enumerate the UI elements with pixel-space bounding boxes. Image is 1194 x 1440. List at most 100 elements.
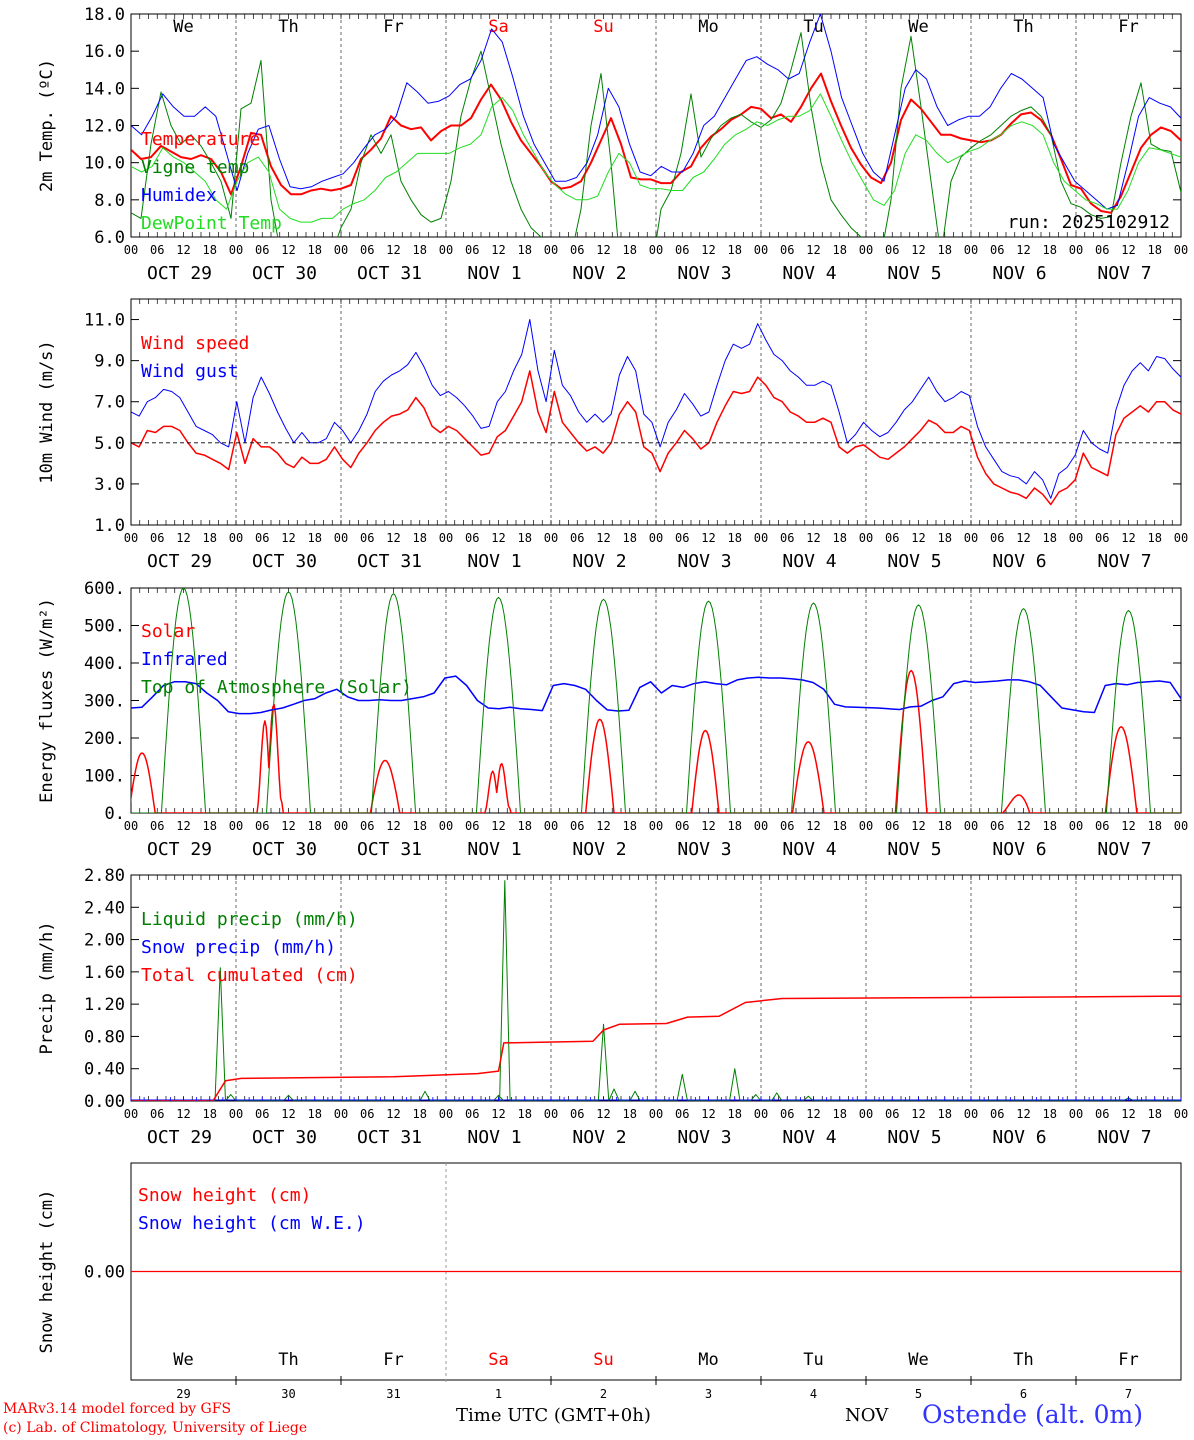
y-tick-label: 0.00: [84, 1092, 125, 1112]
y-axis-label: 2m Temp. (ºC): [37, 59, 57, 192]
date-label: NOV 7: [1097, 551, 1151, 572]
hour-tick-label: 06: [465, 243, 479, 257]
weekday-label: We: [908, 1350, 928, 1370]
series-wind-gust: [131, 319, 1181, 499]
panel-frame: [130, 13, 1182, 238]
weekday-label: Th: [1013, 17, 1033, 37]
hour-tick-label: 18: [728, 531, 742, 545]
weekday-label: We: [173, 17, 193, 37]
y-tick-label: 10.0: [84, 154, 125, 174]
hour-tick-label: 18: [203, 819, 217, 833]
y-tick-label: 6.0: [94, 228, 125, 248]
hour-tick-label: 18: [413, 243, 427, 257]
weekday-label: Fr: [383, 17, 403, 37]
weekday-label: Fr: [383, 1350, 403, 1370]
hour-tick-label: 12: [281, 531, 295, 545]
legend-entry: Snow height (cm): [138, 1185, 311, 1206]
hour-tick-label: 12: [701, 1107, 715, 1121]
date-label: NOV 7: [1097, 1127, 1151, 1148]
date-label: OCT 29: [147, 551, 212, 572]
day-number: 29: [176, 1387, 190, 1401]
hour-tick-label: 18: [308, 1107, 322, 1121]
hour-tick-label: 18: [413, 531, 427, 545]
hour-tick-label: 00: [1174, 1107, 1188, 1121]
hour-tick-label: 00: [334, 531, 348, 545]
series-group: [131, 319, 1181, 506]
y-tick-label: 0.: [105, 804, 125, 824]
hour-tick-label: 18: [518, 531, 532, 545]
hour-tick-label: 00: [859, 243, 873, 257]
hour-tick-label: 06: [675, 531, 689, 545]
hour-tick-label: 06: [150, 819, 164, 833]
hour-tick-label: 12: [596, 1107, 610, 1121]
hour-tick-label: 06: [990, 819, 1004, 833]
date-label: NOV 6: [992, 839, 1046, 860]
hour-tick-label: 00: [754, 1107, 768, 1121]
hour-tick-label: 06: [780, 531, 794, 545]
hour-tick-label: 06: [1095, 819, 1109, 833]
hour-tick-label: 12: [1016, 243, 1030, 257]
hour-tick-label: 00: [964, 1107, 978, 1121]
hour-tick-label: 12: [911, 243, 925, 257]
hour-tick-label: 12: [596, 243, 610, 257]
panel-precip: 00 06 12 18 OCT 29 00 06 12 18 OCT 30 00 06 12 18 OCT …: [37, 866, 1188, 1148]
hour-tick-label: 00: [229, 243, 243, 257]
panel-wind: 00 06 12 18 OCT 29 00 06 12 18 OCT 30 00 06 12 18 OCT …: [37, 298, 1188, 572]
hour-tick-label: 06: [360, 243, 374, 257]
y-axis-label: Snow height (cm): [37, 1190, 57, 1354]
hour-tick-label: 06: [465, 819, 479, 833]
date-label: NOV 2: [572, 551, 626, 572]
hour-tick-label: 00: [1174, 531, 1188, 545]
hour-tick-label: 12: [911, 531, 925, 545]
hour-tick-label: 06: [1095, 243, 1109, 257]
hour-tick-label: 12: [281, 1107, 295, 1121]
date-label: NOV 5: [887, 1127, 941, 1148]
series-group: [131, 588, 1181, 813]
hour-tick-label: 06: [150, 1107, 164, 1121]
hour-tick-label: 00: [754, 531, 768, 545]
hour-tick-label: 00: [649, 1107, 663, 1121]
weekday-label: We: [173, 1350, 193, 1370]
weekday-label: Su: [593, 1350, 613, 1370]
date-label: NOV 4: [782, 839, 836, 860]
hour-tick-label: 12: [806, 819, 820, 833]
hour-tick-label: 12: [911, 1107, 925, 1121]
date-label: NOV 4: [782, 1127, 836, 1148]
date-label: OCT 29: [147, 1127, 212, 1148]
hour-tick-label: 18: [1043, 243, 1057, 257]
day-number: 2: [600, 1387, 607, 1401]
y-tick-label: 0.40: [84, 1060, 125, 1080]
hour-tick-label: 06: [675, 243, 689, 257]
hour-tick-label: 00: [439, 819, 453, 833]
y-tick-label: 2.40: [84, 898, 125, 918]
hour-tick-label: 06: [255, 531, 269, 545]
hour-tick-label: 00: [649, 531, 663, 545]
hour-tick-label: 18: [308, 819, 322, 833]
hour-tick-label: 12: [176, 819, 190, 833]
hour-tick-label: 12: [1121, 1107, 1135, 1121]
hour-tick-label: 06: [1095, 1107, 1109, 1121]
y-axis-label: Precip (mm/h): [37, 921, 57, 1054]
hour-tick-label: 06: [570, 243, 584, 257]
series-dewpoint-temp: [131, 93, 1181, 223]
hour-tick-label: 18: [938, 243, 952, 257]
hour-tick-label: 00: [124, 819, 138, 833]
series-temperature: [131, 72, 1181, 214]
date-label: NOV 7: [1097, 263, 1151, 284]
series-total-cumulated-cm-: [131, 995, 1181, 1101]
legend-entry: Vigne temp: [141, 157, 249, 178]
hour-tick-label: 06: [360, 1107, 374, 1121]
hour-tick-label: 18: [938, 819, 952, 833]
hour-tick-label: 00: [1069, 243, 1083, 257]
hour-tick-label: 06: [885, 531, 899, 545]
hour-tick-label: 00: [1174, 819, 1188, 833]
hour-tick-label: 00: [859, 531, 873, 545]
hour-tick-label: 18: [308, 243, 322, 257]
y-tick-label: 3.0: [94, 475, 125, 495]
hour-tick-label: 18: [728, 243, 742, 257]
y-tick-label: 500.: [84, 617, 125, 637]
day-number: 3: [705, 1387, 712, 1401]
y-tick-label: 2.00: [84, 931, 125, 951]
date-label: NOV 6: [992, 1127, 1046, 1148]
hour-tick-label: 00: [544, 1107, 558, 1121]
